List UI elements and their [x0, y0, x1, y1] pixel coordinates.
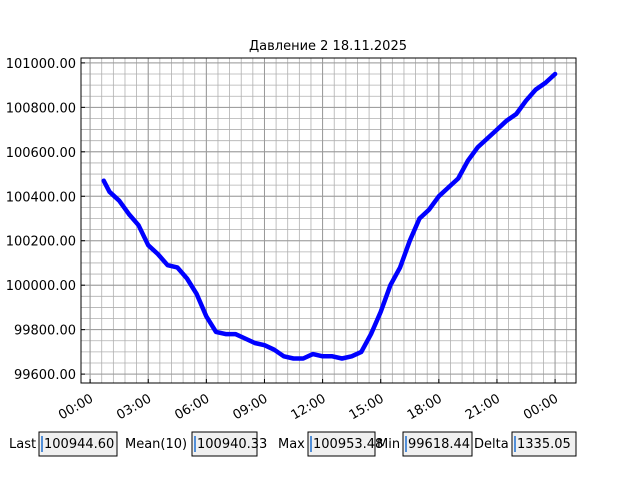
- y-tick-label: 99800.00: [14, 324, 76, 339]
- stat-box: [511, 431, 577, 457]
- stat-label: Delta: [474, 437, 509, 452]
- stat-value: 100944.60: [44, 437, 114, 452]
- chart-title: Давление 2 18.11.2025: [249, 39, 407, 54]
- stat-label: Min: [377, 437, 400, 452]
- y-tick-label: 100600.00: [6, 146, 76, 161]
- y-tick-label: 101000.00: [6, 57, 76, 72]
- stat-box: [307, 431, 376, 457]
- stat-value: 100940.33: [197, 437, 267, 452]
- y-tick-label: 100200.00: [6, 235, 76, 250]
- stat-value: 1335.05: [517, 437, 571, 452]
- stat-box: [402, 431, 473, 457]
- stat-box: [38, 431, 118, 457]
- plot-frame: [80, 57, 577, 384]
- y-tick-label: 99600.00: [14, 368, 76, 383]
- stat-label: Mean(10): [125, 437, 187, 452]
- stat-value: 100953.48: [313, 437, 383, 452]
- y-tick-label: 100800.00: [6, 101, 76, 116]
- stat-label: Max: [278, 437, 305, 452]
- stat-box: [191, 431, 258, 457]
- stat-label: Last: [9, 437, 36, 452]
- y-tick-label: 100400.00: [6, 190, 76, 205]
- stat-value: 99618.44: [408, 437, 470, 452]
- y-tick-label: 100000.00: [6, 279, 76, 294]
- data-line: [101, 71, 558, 361]
